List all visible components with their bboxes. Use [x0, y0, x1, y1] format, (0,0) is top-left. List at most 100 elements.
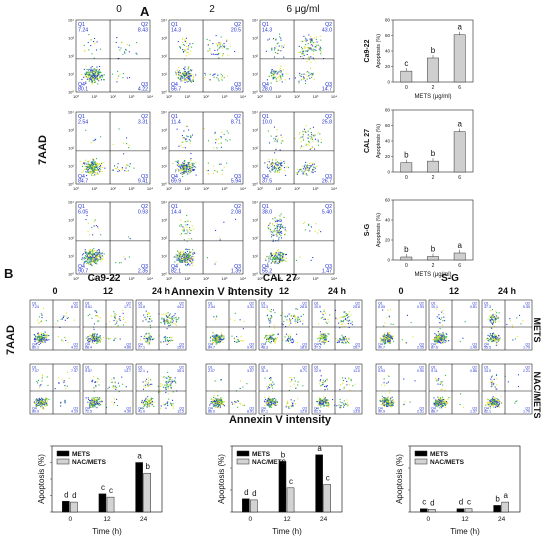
x-tick-label: 0 — [405, 175, 408, 181]
x-tick-label: 12 — [103, 516, 111, 523]
x-tick-label: 10¹ — [92, 186, 98, 191]
bar — [250, 499, 258, 513]
q4-value: 27.1 — [138, 346, 145, 350]
legend-swatch — [56, 450, 70, 457]
x-tick-label: 0 — [405, 263, 408, 269]
q2-name: Q2 — [355, 302, 360, 306]
y-tick-label: 20 — [385, 154, 391, 159]
flow-plot-b — [135, 363, 187, 415]
significance-letter: c — [467, 498, 471, 507]
y-axis-label: Apoptosis (%) — [376, 34, 382, 68]
q2-name: Q2 — [179, 366, 184, 370]
dot-cloud — [433, 374, 465, 409]
plot-frame — [259, 19, 335, 93]
q3-value: 8.91 — [247, 410, 254, 414]
q2-name: Q2 — [525, 302, 530, 306]
x-tick-label: 10¹ — [92, 276, 98, 281]
chart-frame — [409, 445, 521, 513]
col-header-b: 0 — [228, 286, 233, 296]
q1-name: Q1 — [484, 302, 489, 306]
y-tick-label: 10⁰ — [252, 90, 258, 95]
q2-name: Q2 — [234, 204, 241, 210]
q1-name: Q1 — [171, 204, 178, 210]
q3-value: 5.94 — [231, 179, 241, 185]
significance-letter: a — [457, 241, 462, 250]
q4-name: Q4 — [261, 342, 266, 346]
plot-frame — [481, 363, 533, 415]
y-tick-label: 20 — [385, 238, 391, 243]
x-tick-label: 10² — [294, 94, 300, 99]
col-header-b: 12 — [279, 286, 289, 296]
q2-name: Q2 — [302, 302, 307, 306]
dot-cloud — [263, 376, 304, 409]
y-tick-label: 10¹ — [161, 164, 167, 169]
q4-name: Q4 — [78, 264, 85, 270]
y-tick-label: 10³ — [252, 128, 258, 133]
y-tick-label: 80 — [385, 108, 391, 113]
y-tick-label: 10¹ — [252, 164, 258, 169]
q2-name: Q2 — [325, 114, 332, 120]
bar — [453, 252, 466, 261]
dot-cloud — [33, 307, 75, 346]
y-tick-label: 10³ — [161, 218, 167, 223]
plot-frame — [168, 201, 244, 275]
q4-name: Q4 — [138, 342, 143, 346]
q4-value: 90.7 — [378, 346, 385, 350]
significance-letter: a — [457, 23, 462, 32]
flow-plot-b — [258, 363, 310, 415]
q4-name: Q4 — [78, 174, 85, 180]
plot-frame — [481, 299, 533, 351]
q4-value: 80.9 — [32, 410, 39, 414]
y-tick-label: 60 — [385, 33, 391, 38]
q4-value: 69.9 — [171, 179, 181, 185]
q2-name: Q2 — [472, 302, 477, 306]
y-tick-label: 10² — [252, 146, 258, 151]
x-tick-label: 10⁰ — [257, 186, 263, 191]
flow-plot-b — [29, 363, 81, 415]
q3-value: 12.8 — [300, 410, 307, 414]
x-tick-label: 2 — [432, 263, 435, 269]
group-name: S-G — [441, 273, 459, 284]
q3-name: Q3 — [325, 174, 332, 180]
q2-name: Q2 — [302, 366, 307, 370]
significance-letter: b — [404, 151, 409, 160]
q3-name: Q3 — [234, 264, 241, 270]
bar — [315, 454, 323, 513]
q1-value: 6.05 — [78, 209, 88, 215]
q2-value: 0.86 — [470, 369, 477, 373]
dot-cloud — [85, 376, 127, 409]
y-tick-label: 40 — [385, 139, 391, 144]
q4-name: Q4 — [85, 342, 90, 346]
flow-plot-a — [75, 19, 151, 93]
q1-name: Q1 — [484, 366, 489, 370]
x-tick-label: 10² — [110, 276, 116, 281]
y-tick-label: 10³ — [68, 36, 74, 41]
q1-name: Q1 — [208, 302, 213, 306]
q4-name: Q4 — [171, 82, 178, 88]
q3-name: Q3 — [325, 264, 332, 270]
x-tick-label: 10³ — [222, 94, 228, 99]
q1-name: Q1 — [32, 366, 37, 370]
q1-name: Q1 — [262, 114, 269, 120]
x-tick-label: 12 — [283, 516, 291, 523]
q2-value: 17.1 — [124, 305, 131, 309]
q1-value: 9.11 — [431, 369, 438, 373]
bar-chart-cal27 — [391, 109, 474, 173]
dot-cloud — [317, 309, 353, 346]
dot-cloud — [33, 371, 70, 410]
q2-value: 3.31 — [138, 119, 148, 125]
y-tick-label: 10⁴ — [161, 110, 167, 115]
dot-cloud — [85, 309, 126, 345]
dot-cloud — [174, 35, 236, 84]
x-tick-label: 10¹ — [276, 94, 282, 99]
legend-label: METS — [252, 451, 271, 458]
significance-letter: c — [109, 486, 113, 495]
y-tick-label: 10⁴ — [68, 18, 74, 23]
x-tick-label: 10³ — [313, 276, 319, 281]
q4-value: 82.1 — [484, 410, 491, 414]
q4-value: 88.7 — [431, 410, 438, 414]
q2-name: Q2 — [325, 204, 332, 210]
q2-value: 13.7 — [124, 369, 131, 373]
q2-value: 8.43 — [138, 27, 148, 33]
y-tick-label: 10¹ — [252, 254, 258, 259]
